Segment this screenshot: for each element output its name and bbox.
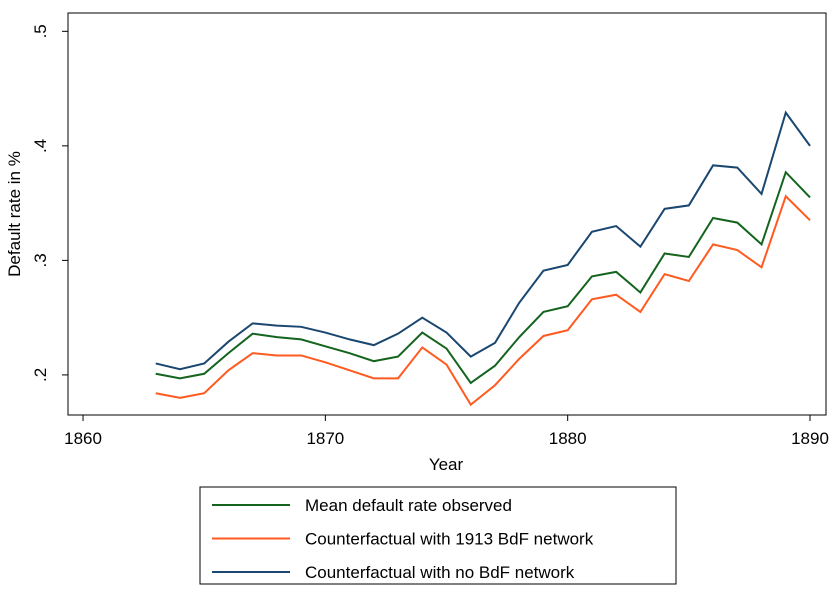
series-line	[155, 194, 811, 407]
legend-label: Counterfactual with 1913 BdF network	[305, 530, 594, 549]
legend-box	[199, 486, 677, 585]
legend-label: Counterfactual with no BdF network	[305, 563, 575, 582]
series-line	[155, 170, 811, 385]
legend-label: Mean default rate observed	[305, 496, 512, 515]
series-line	[155, 110, 811, 371]
x-tick-label: 1890	[791, 429, 829, 448]
x-tick-label: 1860	[64, 429, 102, 448]
plot-frame	[67, 12, 827, 416]
y-axis-title: Default rate in %	[5, 151, 24, 277]
x-axis-title: Year	[429, 455, 464, 474]
y-tick-label: .3	[31, 253, 50, 267]
x-tick-label: 1880	[549, 429, 587, 448]
y-tick-label: .5	[31, 24, 50, 38]
y-tick-label: .4	[31, 139, 50, 153]
y-tick-label: .2	[31, 368, 50, 382]
x-tick-label: 1870	[306, 429, 344, 448]
